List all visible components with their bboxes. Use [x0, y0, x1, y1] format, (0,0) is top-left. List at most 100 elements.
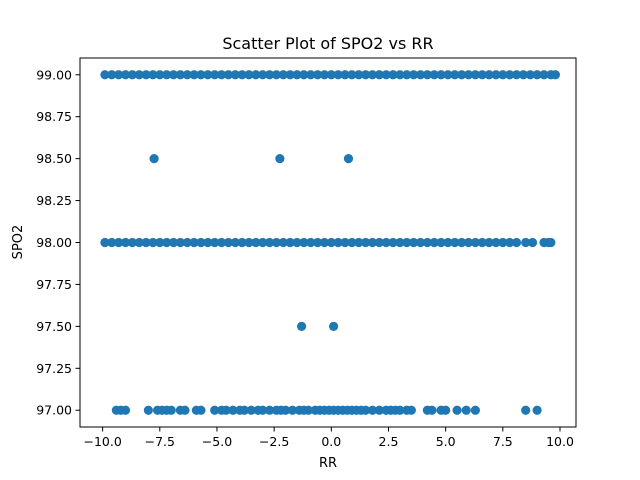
- data-point: [388, 70, 398, 80]
- data-point: [303, 405, 314, 415]
- data-point: [258, 70, 268, 80]
- data-point: [285, 237, 295, 248]
- data-point: [264, 405, 275, 415]
- data-point: [484, 237, 494, 248]
- x-tick-label: −10.0: [83, 434, 121, 449]
- x-axis-label: RR: [319, 456, 337, 471]
- data-point: [525, 70, 535, 80]
- y-tick-label: 98.00: [36, 235, 72, 250]
- y-tick-label: 98.75: [36, 109, 72, 124]
- data-point: [120, 70, 131, 80]
- data-point: [443, 70, 453, 80]
- data-point: [264, 70, 275, 80]
- data-point: [189, 237, 199, 248]
- data-point: [182, 70, 192, 80]
- data-point: [354, 70, 364, 80]
- data-point: [228, 405, 238, 415]
- data-point: [258, 237, 268, 248]
- data-point: [114, 237, 124, 248]
- data-point: [461, 405, 471, 415]
- data-point: [107, 70, 117, 80]
- data-point: [463, 237, 474, 248]
- y-tick-label: 97.25: [36, 361, 72, 376]
- data-point: [216, 237, 227, 248]
- data-point: [422, 70, 432, 80]
- data-point: [223, 237, 234, 248]
- data-point: [505, 237, 515, 248]
- data-point: [196, 70, 206, 80]
- data-point: [285, 70, 295, 80]
- data-point: [120, 405, 131, 415]
- data-point: [313, 237, 323, 248]
- data-point: [275, 154, 285, 164]
- data-point: [329, 321, 339, 331]
- data-point: [196, 237, 206, 248]
- data-point: [107, 237, 117, 248]
- data-point: [477, 70, 487, 80]
- y-tick-label: 97.00: [36, 403, 72, 418]
- data-point: [100, 237, 110, 248]
- data-point: [484, 70, 494, 80]
- data-point: [237, 237, 247, 248]
- plot-frame: [79, 57, 577, 428]
- data-point: [216, 70, 227, 80]
- data-point: [223, 70, 234, 80]
- data-point: [149, 154, 159, 164]
- data-point: [406, 405, 416, 415]
- data-point: [244, 237, 254, 248]
- data-point: [264, 237, 275, 248]
- data-point: [457, 70, 467, 80]
- data-point: [361, 405, 371, 415]
- data-point: [415, 237, 426, 248]
- data-point: [539, 70, 549, 80]
- data-point: [296, 321, 307, 331]
- data-point: [326, 70, 336, 80]
- data-point: [168, 237, 179, 248]
- data-point: [374, 70, 384, 80]
- data-point: [210, 70, 220, 80]
- data-point: [168, 70, 179, 80]
- chart-title: Scatter Plot of SPO2 vs RR: [222, 34, 433, 53]
- data-point: [299, 237, 309, 248]
- data-point: [498, 237, 508, 248]
- data-point: [532, 70, 542, 80]
- data-point: [381, 237, 391, 248]
- data-point: [395, 405, 405, 415]
- data-point: [271, 237, 282, 248]
- data-point: [450, 237, 460, 248]
- data-point: [429, 237, 439, 248]
- data-points: [100, 70, 561, 415]
- data-point: [343, 154, 354, 164]
- x-tick-label: −7.5: [145, 434, 175, 449]
- data-point: [415, 70, 426, 80]
- x-tick-label: −2.5: [259, 434, 289, 449]
- data-point: [361, 70, 371, 80]
- data-point: [292, 70, 302, 80]
- data-point: [162, 237, 172, 248]
- data-point: [450, 70, 460, 80]
- data-point: [381, 70, 391, 80]
- data-point: [402, 237, 412, 248]
- data-point: [182, 237, 192, 248]
- data-point: [210, 405, 220, 415]
- data-point: [470, 237, 480, 248]
- data-point: [166, 405, 176, 415]
- data-point: [326, 237, 336, 248]
- data-point: [114, 70, 124, 80]
- data-point: [374, 237, 384, 248]
- data-point: [333, 237, 343, 248]
- data-point: [546, 237, 556, 248]
- data-point: [319, 70, 330, 80]
- data-point: [521, 405, 531, 415]
- data-point: [443, 237, 453, 248]
- data-point: [402, 70, 412, 80]
- data-point: [306, 237, 316, 248]
- data-point: [313, 70, 323, 80]
- data-point: [441, 405, 451, 415]
- data-point: [237, 70, 247, 80]
- x-tick-label: −5.0: [202, 434, 232, 449]
- x-tick-label: 7.5: [493, 434, 513, 449]
- x-tick-label: 0.0: [321, 434, 341, 449]
- data-point: [230, 70, 240, 80]
- data-point: [470, 405, 480, 415]
